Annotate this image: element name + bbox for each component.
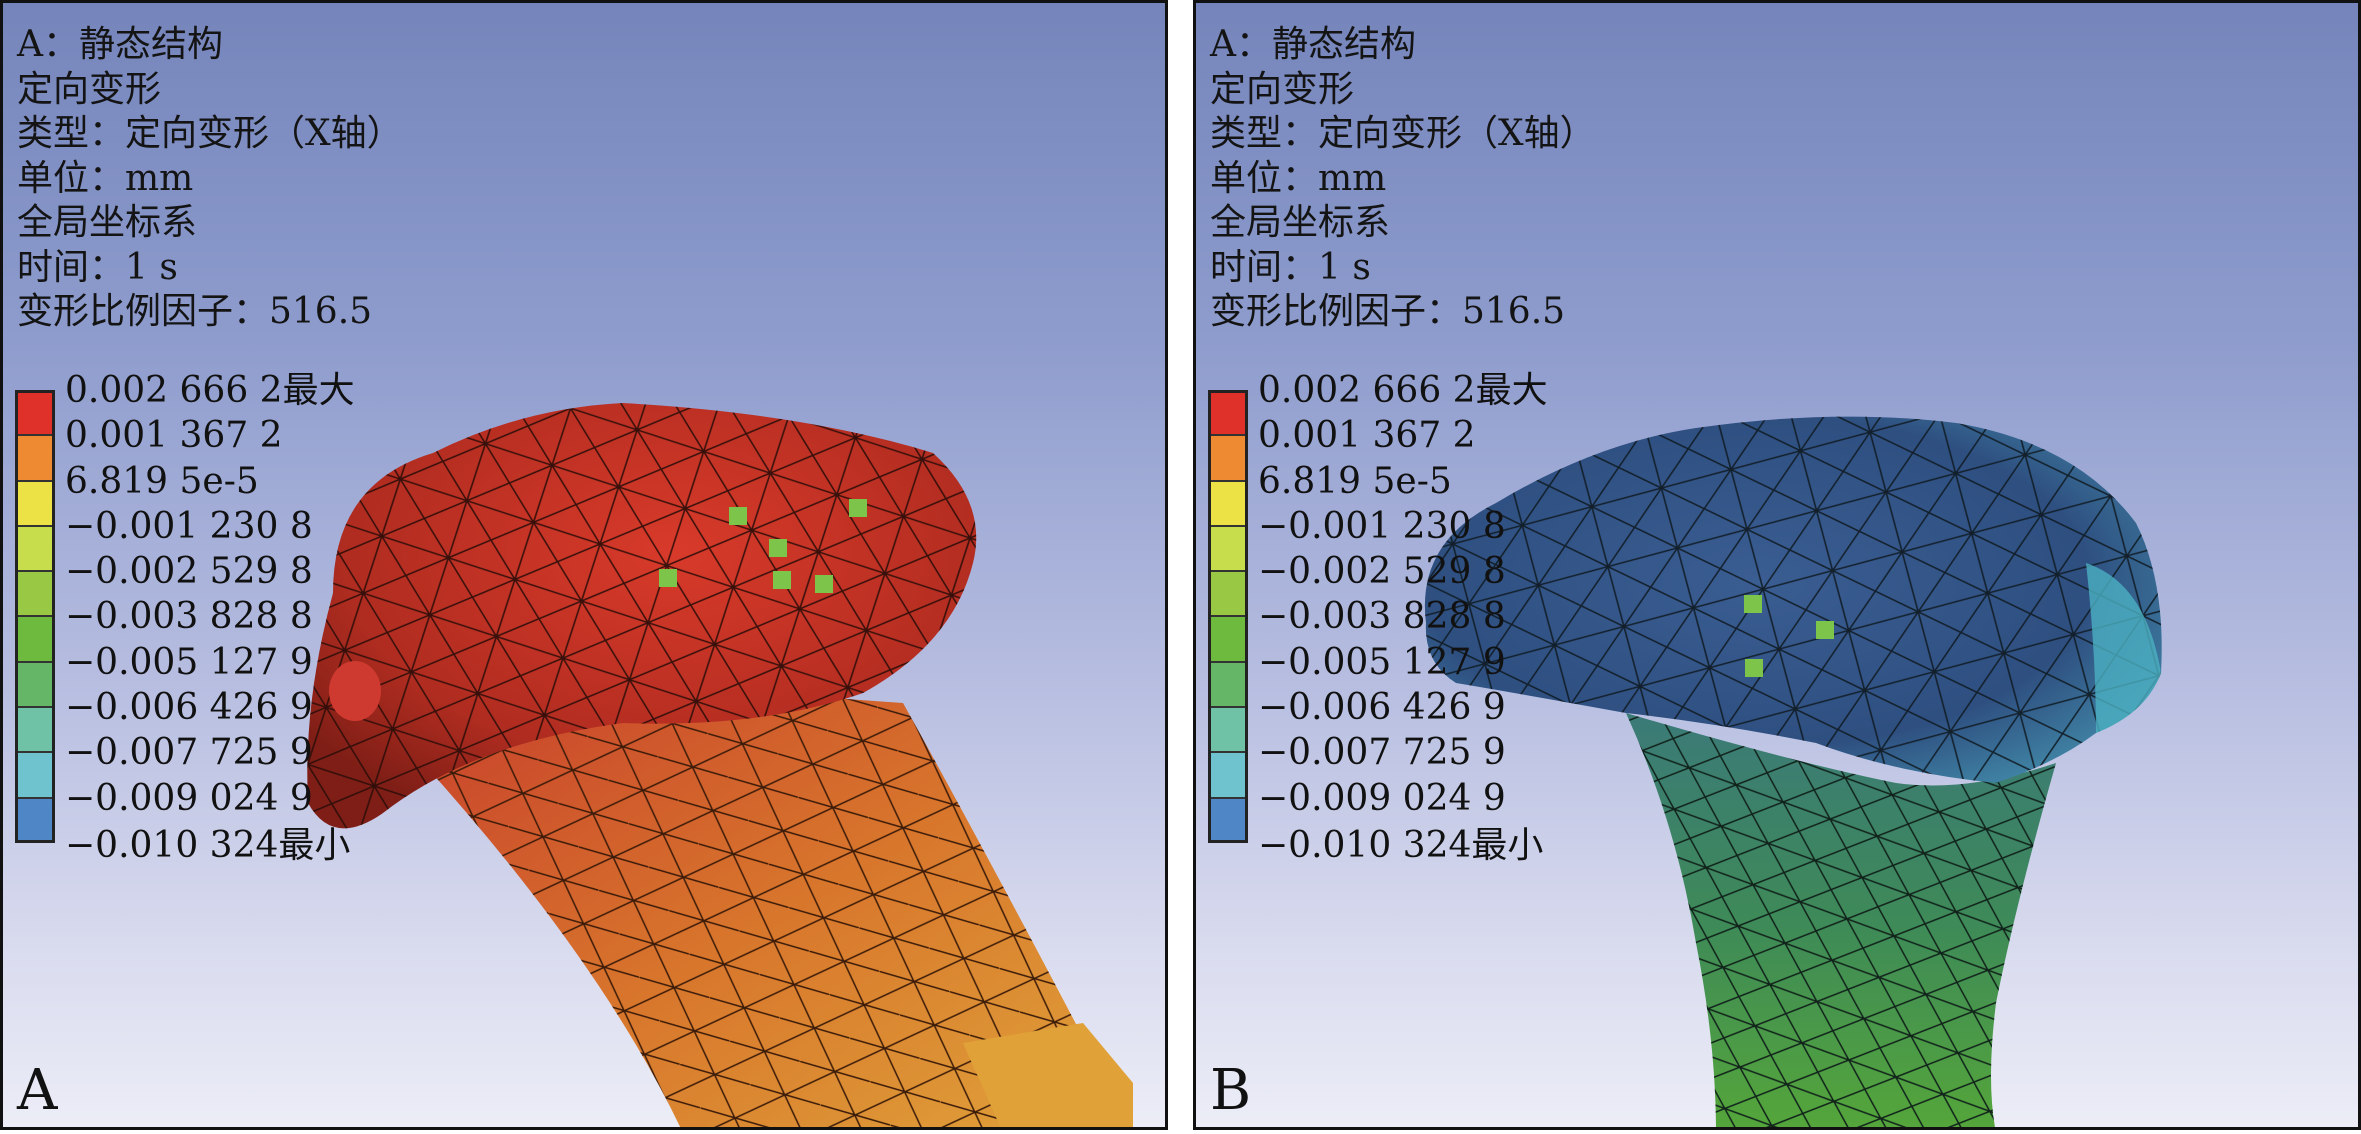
legend-label: −0.002 529 8 xyxy=(1258,551,1506,593)
legend-label-min: −0.010 324最小 xyxy=(65,825,351,866)
info-line: 单位：mm xyxy=(1210,157,1387,199)
info-line: 全局坐标系 xyxy=(1210,202,1391,243)
legend-swatch xyxy=(15,707,55,753)
legend-label: −0.006 426 9 xyxy=(65,687,313,729)
legend-label: −0.007 725 9 xyxy=(1258,732,1506,774)
legend-label: 0.001 367 2 xyxy=(1258,415,1476,457)
legend-label: −0.005 127 9 xyxy=(1258,641,1506,683)
info-line: 类型：定向变形（X轴） xyxy=(17,113,403,154)
legend-label: −0.001 230 8 xyxy=(65,505,313,547)
legend-label: −0.009 024 9 xyxy=(1258,777,1506,819)
legend-swatch xyxy=(15,435,55,481)
legend-swatch xyxy=(15,661,55,708)
bone-model-red xyxy=(307,403,1133,1127)
info-line: 定向变形 xyxy=(1210,68,1355,110)
info-line: A：静态结构 xyxy=(1210,24,1416,65)
legend-label: −0.002 529 8 xyxy=(65,551,313,593)
legend-swatch xyxy=(15,616,55,662)
legend-label: 6.819 5e-5 xyxy=(65,460,259,502)
legend-label: −0.003 828 8 xyxy=(65,596,313,638)
panel-letter: A xyxy=(17,1058,58,1123)
legend-swatch xyxy=(15,390,55,436)
legend-swatch xyxy=(15,480,55,526)
legend-label: −0.001 230 8 xyxy=(1258,505,1506,547)
legend-swatch xyxy=(1208,571,1248,617)
info-line: 变形比例因子：516.5 xyxy=(17,291,373,332)
marker-points xyxy=(1744,595,1834,677)
legend-label: 6.819 5e-5 xyxy=(1258,460,1452,502)
legend-label: 0.002 666 2最大 xyxy=(1258,370,1548,411)
legend-swatch xyxy=(15,752,55,798)
bone-model-blue-green xyxy=(1424,416,2162,1127)
legend-swatch xyxy=(1208,480,1248,526)
legend-label: 0.001 367 2 xyxy=(65,415,283,457)
legend-swatch xyxy=(1208,435,1248,481)
info-line: 全局坐标系 xyxy=(17,202,198,243)
legend-swatch xyxy=(15,571,55,617)
legend-swatch xyxy=(15,797,55,843)
legend-swatch xyxy=(1208,797,1248,843)
info-line: 时间：1 s xyxy=(1210,246,1371,288)
result-info: A：静态结构 定向变形 类型：定向变形（X轴） 单位：mm 全局坐标系 时间：1… xyxy=(1210,23,1596,335)
panel-b: A：静态结构 定向变形 类型：定向变形（X轴） 单位：mm 全局坐标系 时间：1… xyxy=(1193,0,2361,1130)
info-line: A：静态结构 xyxy=(17,24,223,65)
legend-label: −0.007 725 9 xyxy=(65,732,313,774)
legend-swatch xyxy=(1208,616,1248,662)
panel-a: A：静态结构 定向变形 类型：定向变形（X轴） 单位：mm 全局坐标系 时间：1… xyxy=(0,0,1168,1130)
legend-swatch xyxy=(1208,390,1248,436)
legend-label: −0.009 024 9 xyxy=(65,777,313,819)
legend-label: −0.006 426 9 xyxy=(1258,687,1506,729)
info-line: 时间：1 s xyxy=(17,246,178,288)
info-line: 定向变形 xyxy=(17,68,162,110)
legend-swatch xyxy=(1208,752,1248,798)
legend-swatch xyxy=(1208,525,1248,572)
legend-swatch xyxy=(1208,661,1248,708)
info-line: 类型：定向变形（X轴） xyxy=(1210,113,1596,154)
legend-label: 0.002 666 2最大 xyxy=(65,370,355,411)
legend-swatch xyxy=(1208,707,1248,753)
marker-points xyxy=(659,499,867,593)
panel-letter: B xyxy=(1210,1058,1252,1123)
legend-label-min: −0.010 324最小 xyxy=(1258,825,1544,866)
result-info: A：静态结构 定向变形 类型：定向变形（X轴） 单位：mm 全局坐标系 时间：1… xyxy=(17,23,403,335)
info-line: 单位：mm xyxy=(17,157,194,199)
legend-label: −0.005 127 9 xyxy=(65,641,313,683)
info-line: 变形比例因子：516.5 xyxy=(1210,291,1566,332)
legend-label: −0.003 828 8 xyxy=(1258,596,1506,638)
legend-swatch xyxy=(15,525,55,572)
